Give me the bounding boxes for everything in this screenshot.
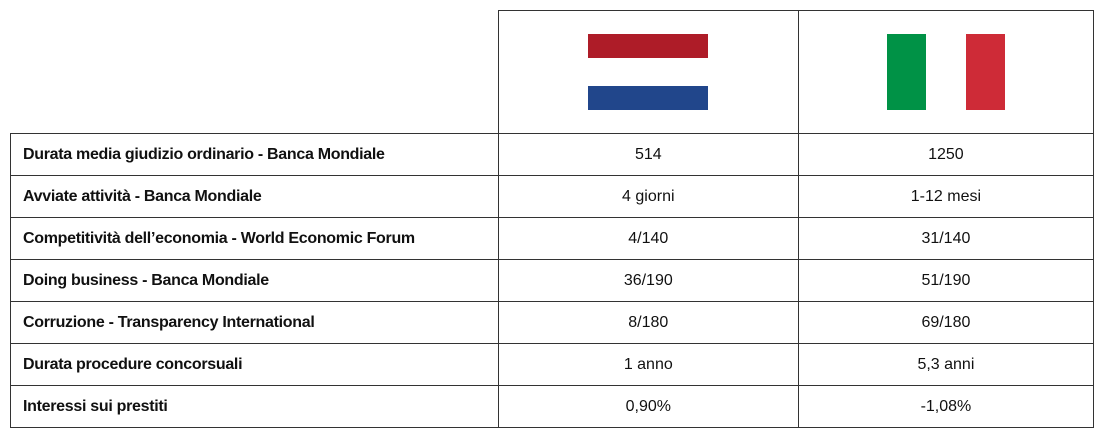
flag-cell <box>497 10 799 134</box>
data-row: Doing business - Banca Mondiale 36/190 51/… <box>10 259 1094 302</box>
flag-stripe <box>965 34 1005 110</box>
blank-cell <box>10 10 499 134</box>
flag-stripe <box>588 86 709 110</box>
row-label: Competitività dell’economia - World Econ… <box>10 217 499 260</box>
data-row: Competitività dell’economia - World Econ… <box>10 217 1094 260</box>
flag-stripe <box>886 34 926 110</box>
data-row: Durata media giudizio ordinario - Banca … <box>10 133 1094 176</box>
italy-value: 5,3 anni <box>797 343 1094 386</box>
data-row: Durata procedure concorsuali 1 anno 5,3 an… <box>10 343 1094 386</box>
flag-cell <box>797 10 1094 134</box>
row-label: Interessi sui prestiti <box>10 385 499 428</box>
row-label: Avviate attività - Banca Mondiale <box>10 175 499 218</box>
header-row <box>10 10 1094 134</box>
netherlands-value: 4 giorni <box>497 175 799 218</box>
row-label: Durata media giudizio ordinario - Banca … <box>10 133 499 176</box>
flag-stripe <box>588 58 709 86</box>
netherlands-value: 36/190 <box>497 259 799 302</box>
data-row: Interessi sui prestiti 0,90% -1,08% <box>10 385 1094 428</box>
italy-value: -1,08% <box>797 385 1094 428</box>
flag-stripe <box>925 34 966 110</box>
italy-flag <box>886 34 1005 110</box>
netherlands-flag <box>588 34 709 110</box>
data-row: Corruzione - Transparency International 8… <box>10 301 1094 344</box>
italy-value: 1-12 mesi <box>797 175 1094 218</box>
table-body: Durata media giudizio ordinario - Banca … <box>10 10 1094 428</box>
italy-value: 31/140 <box>797 217 1094 260</box>
netherlands-value: 8/180 <box>497 301 799 344</box>
netherlands-value: 514 <box>497 133 799 176</box>
netherlands-value: 1 anno <box>497 343 799 386</box>
italy-value: 1250 <box>797 133 1094 176</box>
row-label: Durata procedure concorsuali <box>10 343 499 386</box>
data-row: Avviate attività - Banca Mondiale 4 giorn… <box>10 175 1094 218</box>
italy-value: 69/180 <box>797 301 1094 344</box>
row-label: Doing business - Banca Mondiale <box>10 259 499 302</box>
row-label: Corruzione - Transparency International <box>10 301 499 344</box>
flag-stripe <box>588 34 709 58</box>
netherlands-value: 0,90% <box>497 385 799 428</box>
comparison-table: Durata media giudizio ordinario - Banca … <box>10 10 1094 428</box>
netherlands-value: 4/140 <box>497 217 799 260</box>
italy-value: 51/190 <box>797 259 1094 302</box>
